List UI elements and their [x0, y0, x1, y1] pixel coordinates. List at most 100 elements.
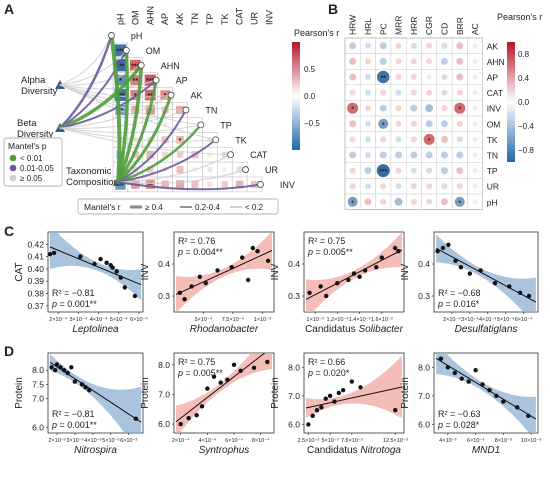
b-cell-circle [364, 152, 371, 158]
a-cell [161, 136, 169, 144]
a-col-label: OM [130, 11, 140, 26]
b-cell-circle [395, 151, 403, 159]
stat-r2: R² = 0.75 [178, 357, 215, 367]
b-cell-circle [364, 136, 371, 143]
mantel-edge [116, 93, 173, 184]
a-colorbar [292, 42, 300, 150]
b-cell-circle [410, 183, 417, 190]
hub-label: Beta [17, 118, 37, 129]
mantel-p-label: < 0.01 [20, 154, 43, 163]
scatter-panel-C2: 0.3 0.4 5×10⁻⁴ 7.5×10⁻⁴ 1×10⁻³ INV Rhodanobact… [140, 231, 275, 335]
y-tick-label: 0.39 [27, 276, 44, 286]
stat-p: p = 0.001** [51, 420, 97, 430]
a-cell [147, 166, 154, 173]
data-point [265, 258, 271, 263]
b-cell-circle [456, 167, 464, 175]
a-cell-stars: * [164, 93, 167, 100]
b-cell-circle [456, 120, 463, 127]
b-cell-circle [456, 89, 463, 96]
data-point [211, 374, 217, 379]
xlabel-plain: Candidatus [307, 445, 360, 456]
a-row-label: TP [220, 120, 232, 130]
panel-letter-c: C [4, 223, 14, 239]
b-cell-circle [364, 89, 371, 96]
a-col-label: INV [264, 10, 274, 25]
x-tick-label: 4×10⁻³ [439, 438, 456, 444]
mantel-edge [59, 64, 142, 86]
x-tick-label: 3×10⁻⁴ [69, 316, 87, 323]
stat-p-symbol: p [437, 420, 443, 430]
stat-p-value: = 0.001** [57, 299, 97, 309]
a-row-label: TN [205, 105, 217, 115]
b-cell-circle [349, 167, 356, 174]
scatter-xlabel: Rhodanobacter [190, 324, 259, 335]
x-tick-label: 1×10⁻³ [254, 317, 271, 323]
a-cell [114, 89, 127, 101]
data-point [205, 386, 210, 391]
mantel-r-title: Mantel's r [84, 202, 121, 212]
stat-r2: R² = −0.63 [438, 409, 481, 419]
regression-line [435, 357, 537, 420]
mantel-p-label: 0.01-0.05 [20, 164, 54, 173]
b-cell-circle [410, 58, 417, 65]
confidence-band [436, 234, 536, 312]
data-point [250, 245, 256, 251]
mantel-r-label: ≥ 0.4 [145, 203, 163, 212]
regression-line [49, 361, 142, 423]
b-col-label: BRR [455, 17, 465, 35]
data-point [98, 256, 103, 262]
x-tick-label: 10×10⁻³ [521, 438, 541, 444]
b-cell-circle [440, 198, 448, 206]
y-tick-label: 0.38 [27, 289, 44, 299]
b-cell-circle [410, 151, 418, 159]
b-row-label: UR [487, 182, 499, 192]
mantel-edge [117, 138, 217, 183]
node-circle [152, 76, 160, 84]
mantel-edge [59, 79, 158, 129]
data-point [351, 271, 357, 276]
hub-label: Diversity [17, 129, 54, 140]
a-cell-stars: *** [116, 48, 124, 55]
stat-p-value: = 0.005** [313, 247, 353, 257]
mantel-r-legend [77, 198, 279, 215]
y-tick-label: 0.42 [27, 239, 44, 249]
regression-line [175, 353, 266, 423]
b-cell-circle [472, 58, 478, 64]
node-circle [212, 136, 220, 144]
a-cell [191, 180, 199, 188]
b-cell-circle [395, 105, 402, 112]
b-cell-circle [472, 152, 478, 158]
scatter-panel-C3: 0.3 0.4 1×10⁻³ 1.2×10⁻³ 1.4×10⁻³ 1.6×10⁻³ INV C… [270, 231, 405, 335]
b-cell-circle [426, 198, 433, 205]
data-point [177, 290, 183, 295]
a-cell [146, 150, 155, 159]
stat-p-value: = 0.004** [183, 247, 223, 257]
b-colorbar-tick: −0.4 [518, 122, 534, 131]
x-tick-label: 8×10⁻³ [495, 438, 512, 444]
b-cell-circle [364, 58, 371, 65]
a-col-label: TP [205, 13, 215, 25]
b-cell-circle [410, 74, 417, 80]
x-tick-label: 4×10⁻³ [84, 438, 101, 444]
data-point [324, 293, 329, 299]
scatter-xlabel: MND1 [472, 445, 500, 456]
a-cell [207, 167, 213, 173]
data-point [83, 385, 88, 390]
data-point [52, 367, 58, 373]
data-point [186, 415, 191, 421]
data-point [507, 284, 512, 289]
panel-letter-b: B [328, 1, 338, 17]
a-cell [222, 167, 227, 172]
b-cell-circle [349, 73, 357, 81]
a-cell [162, 151, 169, 158]
stat-p-symbol: p [307, 247, 313, 257]
scatter-panel-D2: 6.0 7.0 8.0 2×10⁻⁴ 4×10⁻⁴ 6×10⁻⁴ 8×10⁻⁴ Protein… [140, 352, 275, 456]
data-point [245, 277, 251, 283]
b-cell-circle [440, 120, 448, 128]
b-cell-circle [410, 136, 417, 143]
a-cell [178, 123, 182, 127]
data-point [494, 393, 499, 399]
data-point [133, 416, 139, 421]
mantel-edge [59, 127, 232, 156]
